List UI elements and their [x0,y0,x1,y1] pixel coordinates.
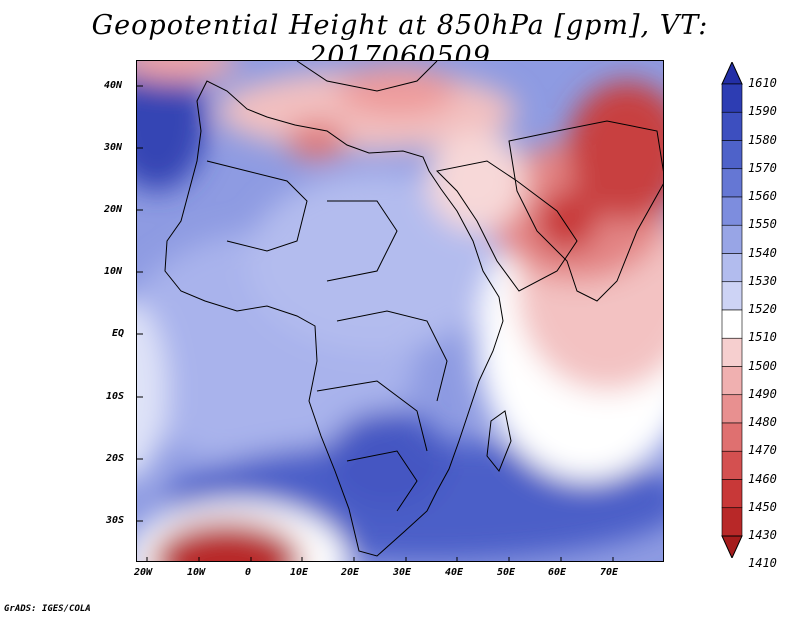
colorbar-segment [721,366,743,396]
lat-label-30n: 30N [104,142,123,153]
colorbar-label: 1410 [748,556,777,571]
lat-label-10s: 10S [106,391,125,402]
colorbar-segment [721,224,743,254]
lat-label-20n: 20N [104,204,123,215]
lat-label-eq: EQ [112,328,125,339]
colorbar-segment [721,309,743,339]
colorbar-segment [721,140,743,170]
colorbar-segment [721,394,743,424]
lat-label-40n: 40N [104,80,123,91]
colorbar-segment [721,479,743,509]
colorbar-label: 1540 [748,245,777,260]
colorbar-segment [721,337,743,367]
colorbar-label: 1460 [748,471,777,486]
lon-label-40e: 40E [445,567,464,578]
colorbar-cap-bottom [721,535,743,558]
lon-label-20e: 20E [341,567,360,578]
map-panel [136,60,664,562]
colorbar-cap-top [721,62,743,85]
lat-label-30s: 30S [106,515,125,526]
colorbar-segment [721,507,743,537]
lon-label-70e: 70E [600,567,619,578]
colorbar-segment [721,253,743,283]
colorbar-label: 1490 [748,386,777,401]
lon-label-10w: 10W [187,567,206,578]
colorbar-label: 1470 [748,443,777,458]
colorbar-segment [721,83,743,113]
colorbar-segment [721,168,743,198]
lon-label-30e: 30E [393,567,412,578]
colorbar-segment [721,196,743,226]
lon-label-50e: 50E [497,567,516,578]
colorbar-label: 1520 [748,302,777,316]
colorbar-label: 1580 [748,132,777,147]
colorbar-label: 1510 [748,330,777,345]
colorbar-label: 1590 [748,104,777,119]
lon-label-0: 0 [245,567,252,578]
colorbar-segment [721,422,743,452]
colorbar-label: 1610 [748,76,777,90]
lat-label-20s: 20S [106,453,125,464]
colorbar-label: 1480 [748,415,777,429]
colorbar-segment [721,281,743,311]
colorbar-segment [721,450,743,480]
colorbar-label: 1570 [748,160,777,175]
colorbar-label: 1560 [748,189,777,203]
lon-label-10e: 10E [290,567,309,578]
geopotential-field [137,61,663,561]
colorbar-label: 1500 [748,358,777,373]
coastlines [164,61,663,557]
colorbar [721,62,743,558]
lon-label-20w: 20W [134,567,153,578]
chart-title: Geopotential Height at 850hPa [gpm], VT:… [91,10,709,72]
colorbar-segment [721,111,743,141]
colorbar-label: 1450 [748,499,777,514]
credit-text: GrADS: IGES/COLA [4,604,91,614]
colorbar-label: 1430 [748,528,777,542]
colorbar-label: 1530 [748,273,777,288]
lat-label-10n: 10N [104,266,123,277]
lon-label-60e: 60E [548,567,567,578]
colorbar-label: 1550 [748,217,777,232]
